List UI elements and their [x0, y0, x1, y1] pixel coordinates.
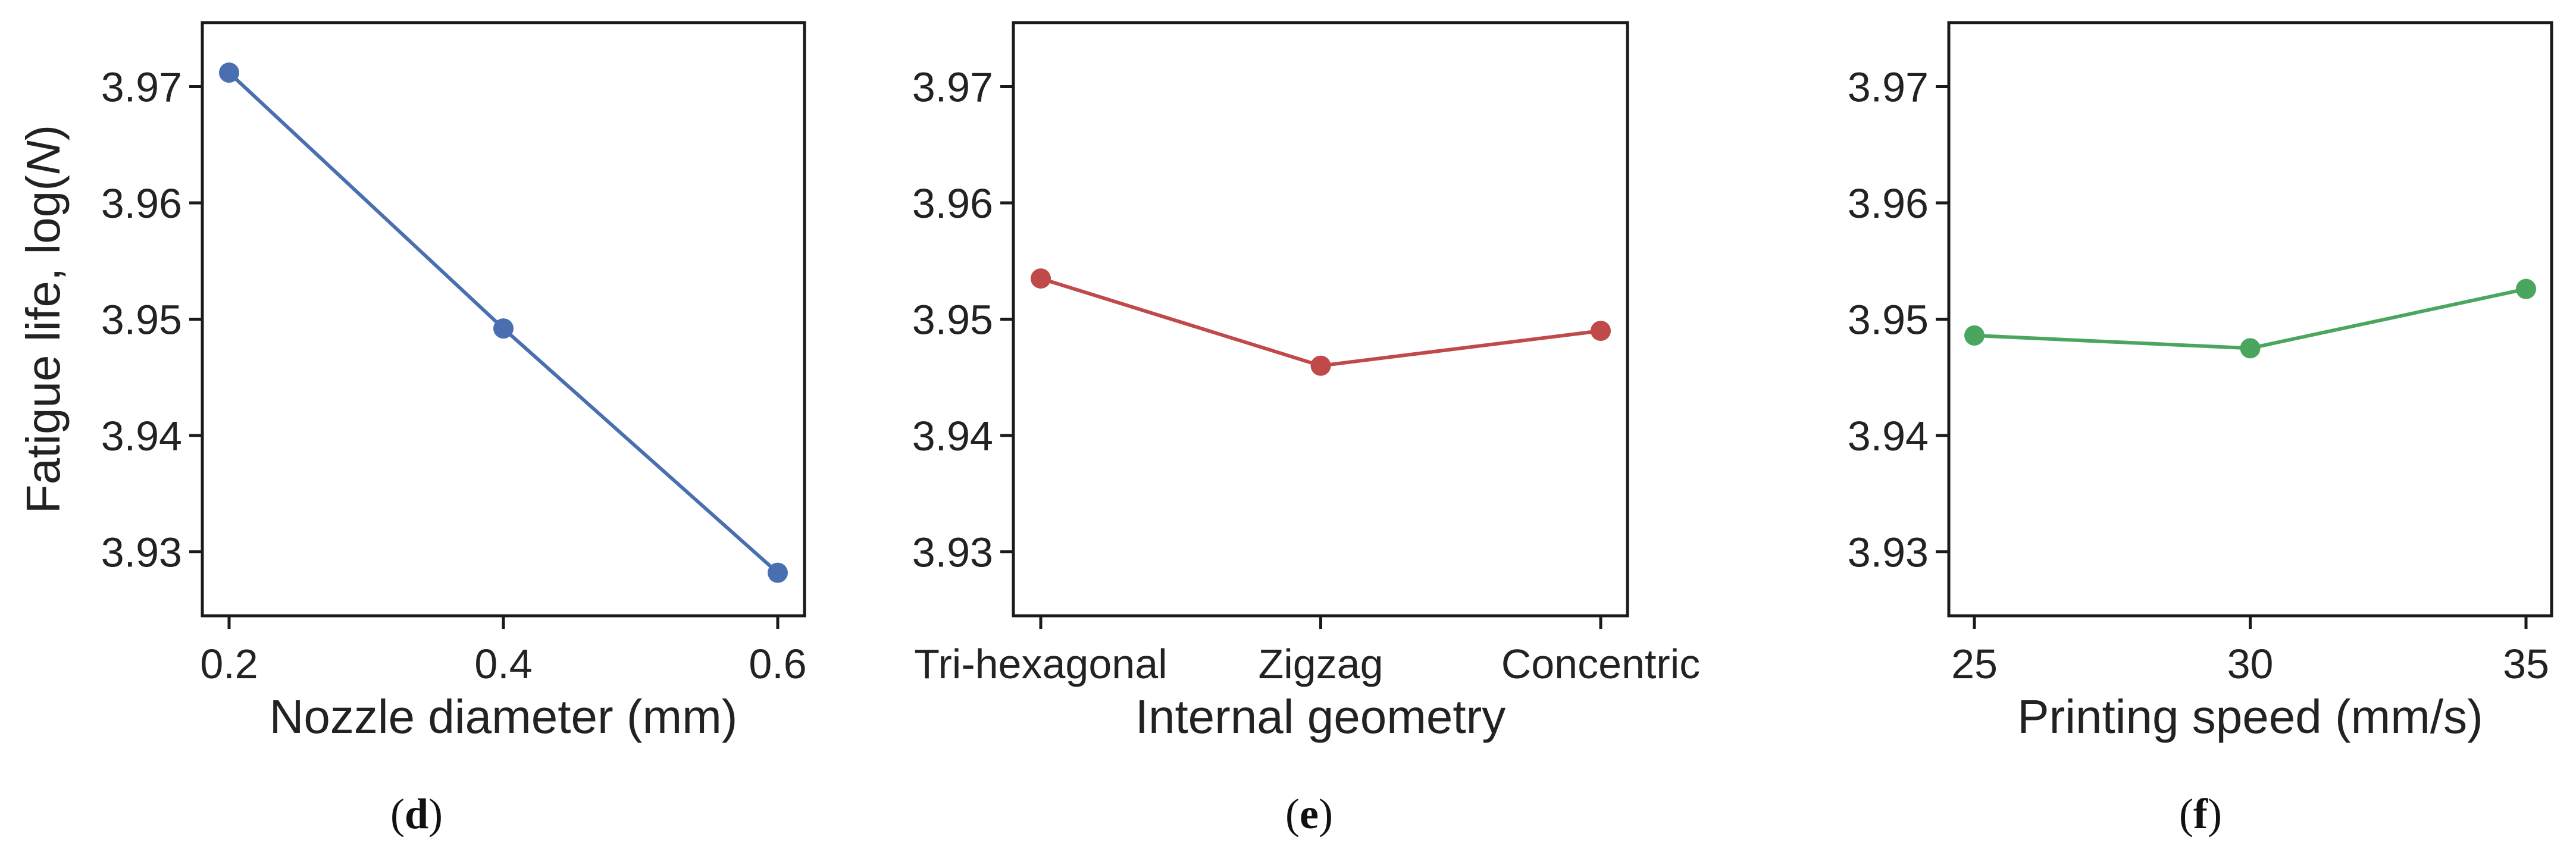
y-tick-label: 3.94: [101, 413, 182, 459]
y-tick-label: 3.96: [912, 180, 993, 227]
data-point: [1031, 268, 1051, 289]
y-tick-label: 3.93: [101, 529, 182, 575]
data-point: [1964, 325, 1985, 346]
y-tick-label: 3.95: [101, 297, 182, 343]
y-tick-label: 3.97: [1848, 64, 1929, 111]
x-tick-label: 0.6: [749, 641, 806, 687]
x-tick-label: 0.4: [474, 641, 532, 687]
x-tick-label: 35: [2503, 641, 2549, 687]
x-axis-label: Nozzle diameter (mm): [270, 690, 738, 743]
data-point: [768, 562, 788, 583]
x-axis-label: Internal geometry: [1135, 690, 1506, 743]
x-tick-label: 25: [1951, 641, 1998, 687]
y-tick-label: 3.94: [1848, 413, 1929, 459]
x-axis-label: Printing speed (mm/s): [2017, 690, 2483, 743]
x-tick-label: 0.2: [200, 641, 258, 687]
series-line: [1040, 277, 1601, 368]
y-tick-label: 3.95: [912, 297, 993, 343]
y-tick-label: 3.93: [912, 529, 993, 575]
y-axis-label: Fatigue life, log(N): [17, 125, 70, 514]
plot-frame: [1012, 21, 1629, 618]
x-tick-label: Zigzag: [1258, 641, 1383, 687]
x-tick-label: 30: [2227, 641, 2274, 687]
y-tick-label: 3.96: [1848, 180, 1929, 227]
y-tick-label: 3.94: [912, 413, 993, 459]
y-tick-label: 3.95: [1848, 297, 1929, 343]
data-point: [2516, 278, 2536, 299]
data-point: [1310, 355, 1331, 376]
panel-label: (d): [390, 790, 443, 838]
data-point: [2240, 338, 2261, 359]
panel-label: (f): [2179, 790, 2222, 838]
y-tick-label: 3.93: [1848, 529, 1929, 575]
panel-e: 3.93 3.94 3.95 3.96 3.97 Tri-hexagonal Zigzag C…: [912, 21, 1701, 838]
y-tick-label: 3.97: [912, 64, 993, 111]
x-tick-label: Tri-hexagonal: [914, 641, 1167, 687]
x-tick-label: Concentric: [1501, 641, 1701, 687]
y-tick-label: 3.97: [101, 64, 182, 111]
y-tick-label: 3.96: [101, 180, 182, 227]
panel-f: 3.93 3.94 3.95 3.96 3.97 25 30 35 Printing speed…: [1848, 21, 2553, 838]
plot-frame: [1947, 21, 2553, 618]
data-point: [493, 318, 514, 339]
data-point: [219, 62, 239, 83]
panel-label: (e): [1285, 790, 1333, 838]
data-point: [1591, 321, 1611, 342]
